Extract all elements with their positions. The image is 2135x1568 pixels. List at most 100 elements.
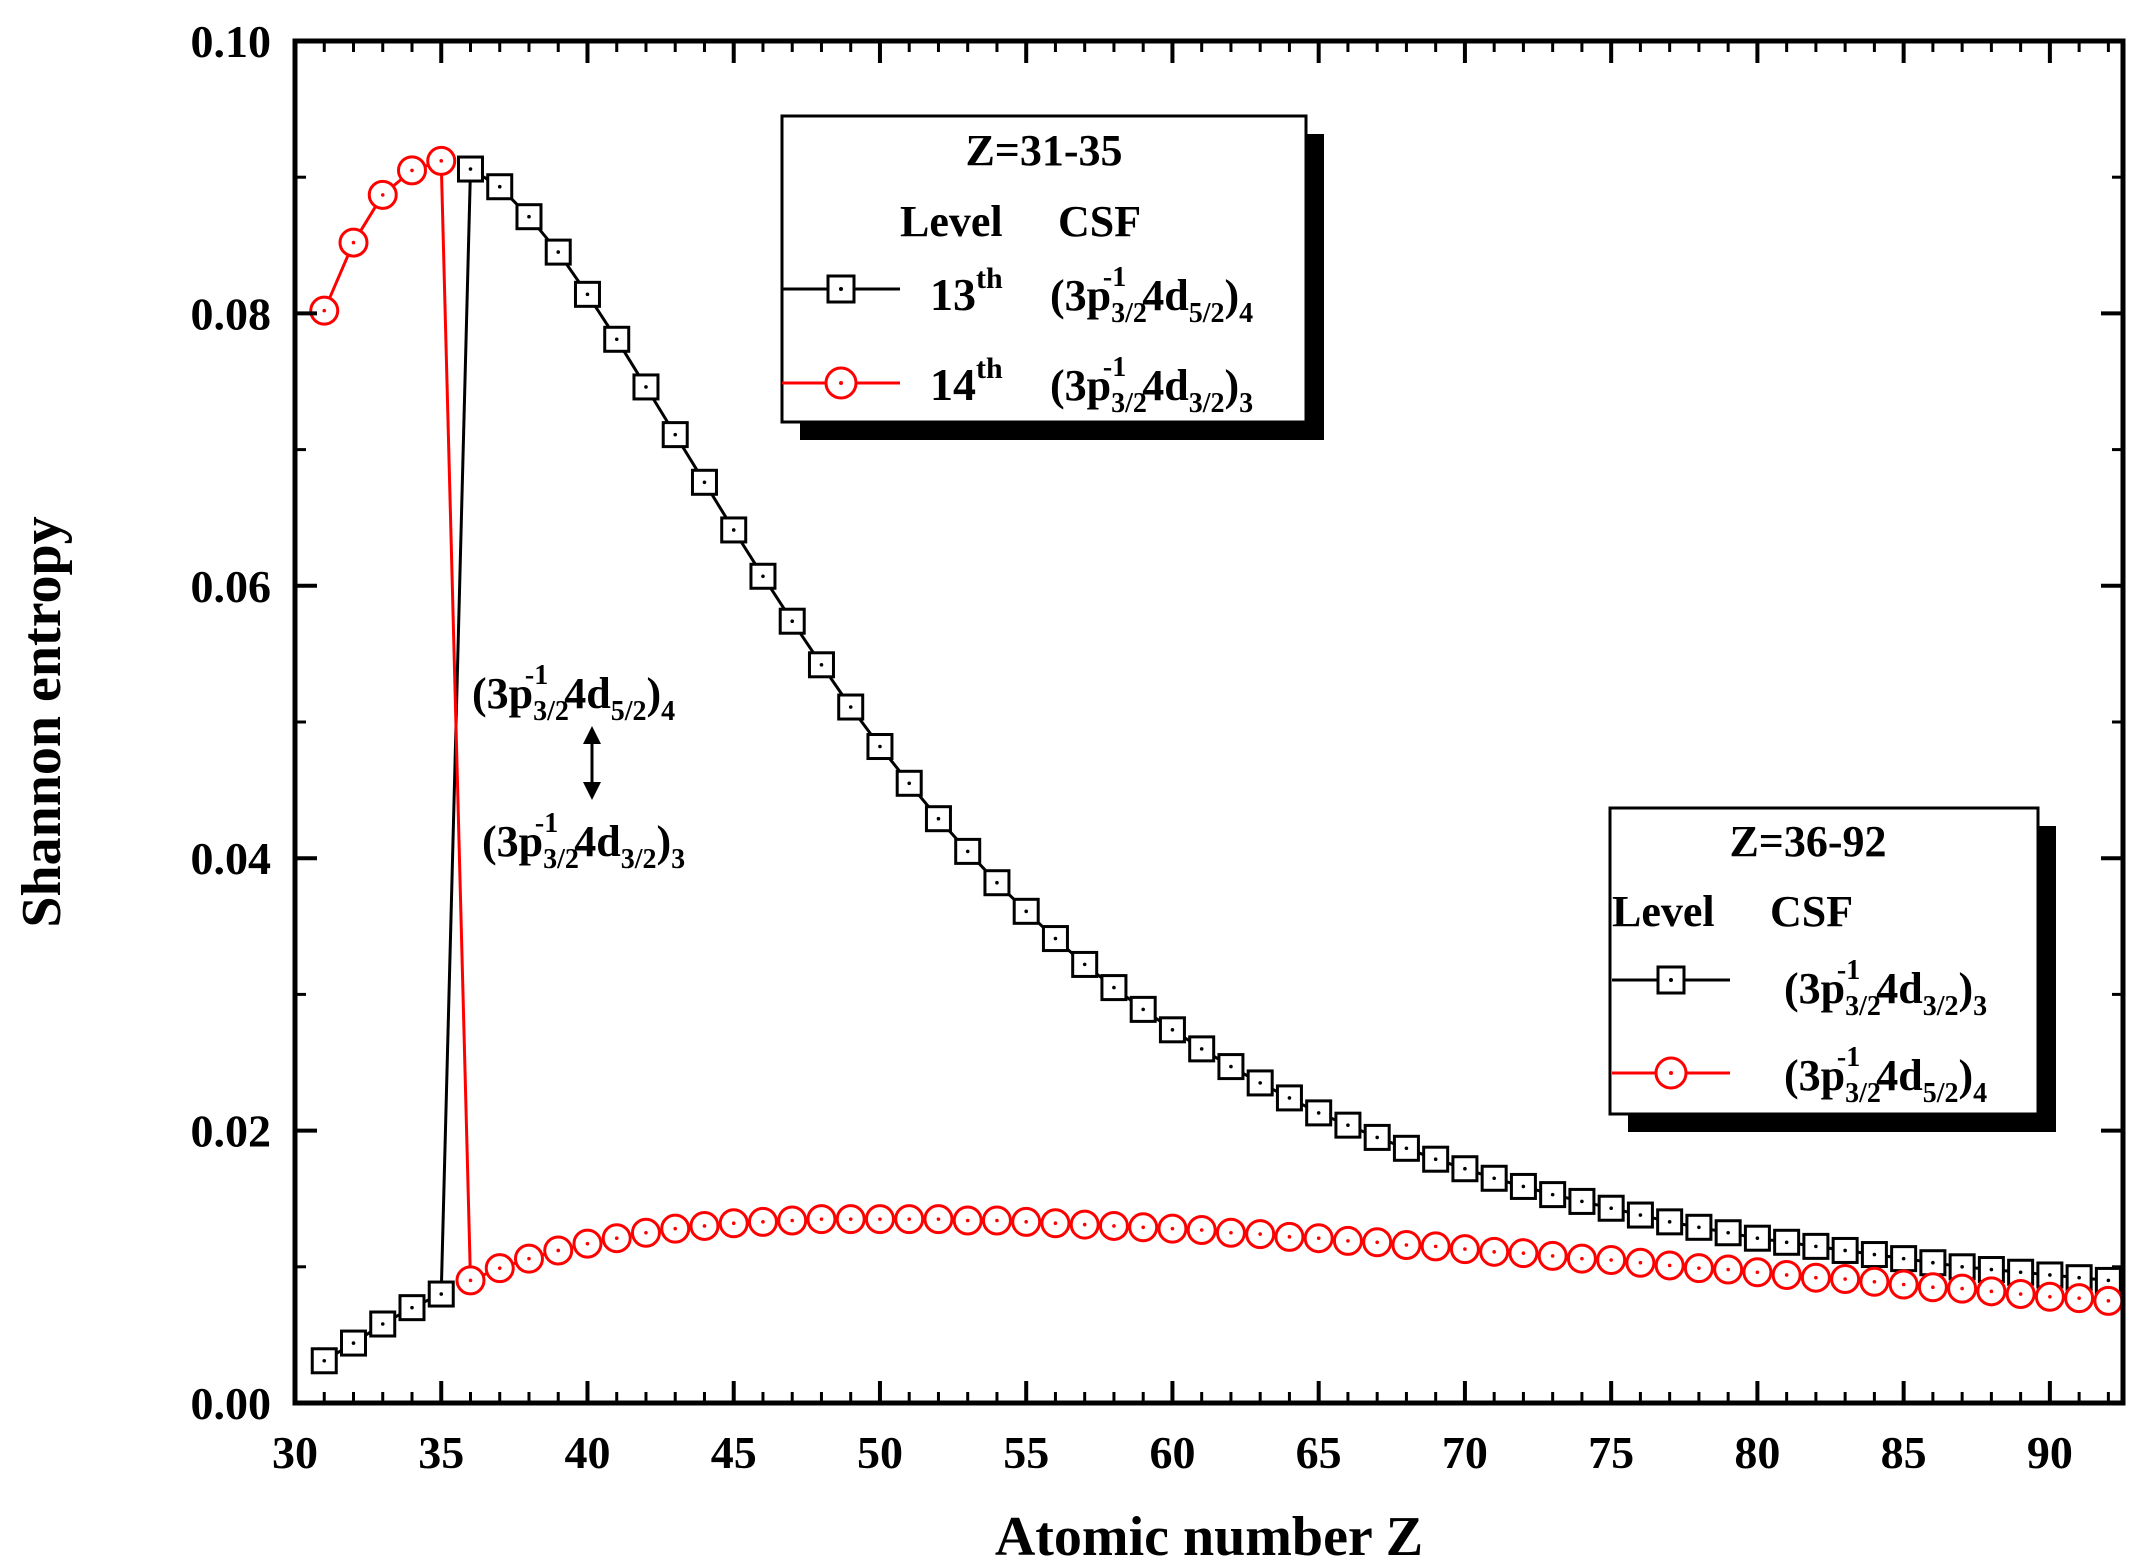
legend2-row2-csf-main2: 4d bbox=[1876, 1051, 1922, 1100]
data-point-center-dot bbox=[1375, 1240, 1379, 1245]
data-point-center-dot bbox=[351, 240, 356, 245]
legend2-row2-csf-sub2: 5/2 bbox=[1923, 1078, 1959, 1109]
legend2-header-level: Level bbox=[1612, 887, 1715, 936]
x-tick-label: 30 bbox=[272, 1427, 318, 1478]
data-point-center-dot bbox=[1141, 1225, 1145, 1230]
crossing-annotation: (3p3/2-1 4d5/2)4 (3p3/2-1 4d3/2)3 bbox=[472, 660, 685, 875]
legend-z36-92: Z=36-92 Level CSF (3p3/2-1 4d3/2)3 (3p3/2… bbox=[1608, 806, 2056, 1132]
data-point-center-dot bbox=[322, 1358, 327, 1363]
legend1-row2-csf-main2: 4d bbox=[1142, 361, 1188, 410]
data-point-center-dot bbox=[878, 1217, 882, 1221]
data-point-center-dot bbox=[2048, 1294, 2052, 1299]
data-point-center-dot bbox=[1404, 1243, 1409, 1247]
data-point-center-dot bbox=[1814, 1275, 1818, 1280]
legend2-row1-csf-main3: ) bbox=[1959, 964, 1974, 1013]
legend1-row2-csf-main3: ) bbox=[1225, 361, 1240, 410]
annotation-lower-csf-main3: ) bbox=[657, 817, 672, 866]
legend1-header-level: Level bbox=[900, 197, 1003, 246]
data-point-center-dot bbox=[468, 167, 473, 171]
legend1-row1-square-marker bbox=[826, 274, 856, 304]
legend1-row2-csf-sub2: 3/2 bbox=[1189, 388, 1225, 419]
data-point-center-dot bbox=[1375, 1135, 1379, 1140]
data-point-center-dot bbox=[1843, 1248, 1847, 1253]
data-point-center-dot bbox=[1316, 1111, 1321, 1115]
legend1-row1-level-base: 13 bbox=[930, 269, 976, 320]
legend1-title: Z=31-35 bbox=[965, 126, 1122, 175]
legend1-row2-csf: (3p3/2-1 4d3/2)3 bbox=[1050, 352, 1253, 419]
data-point-center-dot bbox=[2106, 1278, 2111, 1283]
data-point-center-dot bbox=[1609, 1206, 1613, 1211]
data-point-center-dot bbox=[644, 385, 648, 389]
data-point-center-dot bbox=[1287, 1096, 1292, 1100]
data-point-center-dot bbox=[1872, 1252, 1877, 1257]
data-point-center-dot bbox=[2048, 1273, 2052, 1277]
legend2-row1-marker-dot bbox=[1669, 978, 1673, 982]
data-point-center-dot bbox=[1872, 1279, 1877, 1284]
legend2-row2-marker-dot bbox=[1669, 1071, 1673, 1075]
data-point-center-dot bbox=[790, 619, 795, 624]
data-point-center-dot bbox=[1609, 1258, 1613, 1262]
data-point-center-dot bbox=[439, 1292, 444, 1296]
data-point-center-dot bbox=[497, 184, 502, 189]
data-point-center-dot bbox=[1989, 1289, 1994, 1294]
data-point-center-dot bbox=[1726, 1267, 1730, 1272]
x-tick-label: 60 bbox=[1149, 1427, 1195, 1478]
data-point-center-dot bbox=[1697, 1266, 1701, 1270]
annotation-upper-csf-sub3: 4 bbox=[661, 696, 675, 727]
data-point-square bbox=[1480, 1164, 1508, 1192]
data-point-center-dot bbox=[936, 1217, 941, 1221]
data-point-center-dot bbox=[468, 1278, 473, 1283]
annotation-lower-csf-sub2: 3/2 bbox=[621, 844, 657, 875]
x-tick-label: 40 bbox=[564, 1427, 610, 1478]
data-point-center-dot bbox=[1667, 1220, 1672, 1224]
data-point-center-dot bbox=[702, 1224, 707, 1228]
data-point-center-dot bbox=[1784, 1273, 1789, 1277]
legend2-header-csf: CSF bbox=[1770, 887, 1853, 936]
data-point-center-dot bbox=[878, 744, 882, 749]
legend1-row1-csf-sub2: 5/2 bbox=[1189, 298, 1225, 329]
x-tick-label: 80 bbox=[1734, 1427, 1780, 1478]
data-point-center-dot bbox=[614, 1236, 619, 1240]
data-point-center-dot bbox=[556, 1248, 561, 1253]
data-point-center-dot bbox=[585, 292, 590, 297]
data-point-center-dot bbox=[1521, 1184, 1526, 1189]
data-point-center-dot bbox=[1697, 1225, 1701, 1230]
y-tick-label: 0.10 bbox=[191, 16, 272, 67]
data-point-center-dot bbox=[1229, 1064, 1233, 1069]
legend2-row2-csf: (3p3/2 -1 4d5/2)4 bbox=[1784, 1042, 1987, 1109]
data-point-center-dot bbox=[848, 705, 853, 709]
annotation-upper-csf-sub2: 5/2 bbox=[611, 696, 647, 727]
data-point-center-dot bbox=[380, 1322, 385, 1326]
data-point-center-dot bbox=[1960, 1286, 1964, 1291]
data-point-square bbox=[486, 173, 514, 201]
double-arrow-icon bbox=[583, 726, 601, 800]
legend2-row2-csf-sub3: 4 bbox=[1973, 1078, 1987, 1109]
data-point-center-dot bbox=[410, 168, 414, 173]
data-point-center-dot bbox=[1755, 1270, 1760, 1275]
legend-z31-35: Z=31-35 Level CSF 13th (3p3/2-1 4d5/2)4 1… bbox=[780, 114, 1324, 440]
data-point-center-dot bbox=[614, 337, 619, 342]
data-point-center-dot bbox=[848, 1217, 853, 1221]
data-point-center-dot bbox=[1112, 985, 1116, 990]
data-point-center-dot bbox=[1463, 1247, 1467, 1251]
data-point-center-dot bbox=[1989, 1267, 1994, 1272]
legend1-header-csf: CSF bbox=[1058, 197, 1141, 246]
data-point-center-dot bbox=[1580, 1199, 1584, 1204]
data-point-center-dot bbox=[1726, 1230, 1730, 1235]
annotation-upper-csf-main1: (3p bbox=[472, 669, 533, 718]
legend2-row2-csf-main1: (3p bbox=[1784, 1051, 1845, 1100]
data-point-square bbox=[1568, 1187, 1596, 1215]
data-point-center-dot bbox=[761, 574, 765, 579]
data-point-center-dot bbox=[2106, 1299, 2111, 1303]
legend1-row1-level-sup: th bbox=[976, 262, 1003, 295]
annotation-upper-csf-sub1: 3/2 bbox=[533, 696, 569, 727]
data-point-center-dot bbox=[1843, 1277, 1847, 1281]
y-tick-label: 0.04 bbox=[191, 833, 272, 884]
legend1-row2-level: 14th bbox=[930, 352, 1003, 410]
data-point-center-dot bbox=[1638, 1213, 1643, 1217]
data-point-center-dot bbox=[790, 1218, 795, 1223]
x-tick-label: 75 bbox=[1588, 1427, 1634, 1478]
annotation-lower-csf-main1: (3p bbox=[482, 817, 543, 866]
data-point-center-dot bbox=[2077, 1296, 2081, 1300]
data-point-center-dot bbox=[585, 1241, 590, 1246]
